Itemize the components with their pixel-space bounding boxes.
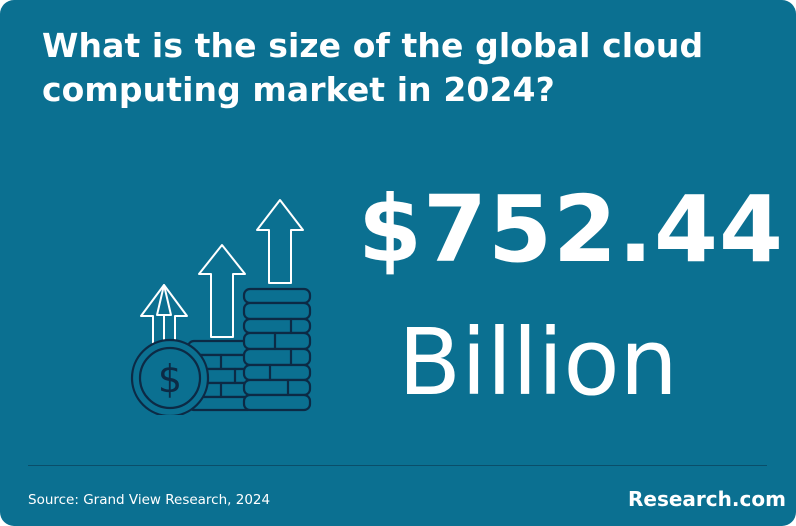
coin-stack-right (242, 287, 312, 412)
brand-logo[interactable]: Research.com (628, 487, 786, 511)
question-title: What is the size of the global cloud com… (42, 26, 704, 109)
source-citation: Source: Grand View Research, 2024 (28, 492, 271, 508)
growth-arrow-medium (198, 244, 246, 338)
dollar-coin-icon (130, 338, 210, 415)
dollar-sign: $ (158, 357, 182, 401)
growth-arrow-small (140, 284, 188, 353)
coins-growth-arrows-icon: $ (130, 199, 312, 415)
footer-divider (28, 465, 767, 466)
market-size-value: $752.44 (358, 176, 785, 283)
market-size-unit: Billion (398, 309, 678, 416)
growth-arrow-large (256, 199, 304, 284)
